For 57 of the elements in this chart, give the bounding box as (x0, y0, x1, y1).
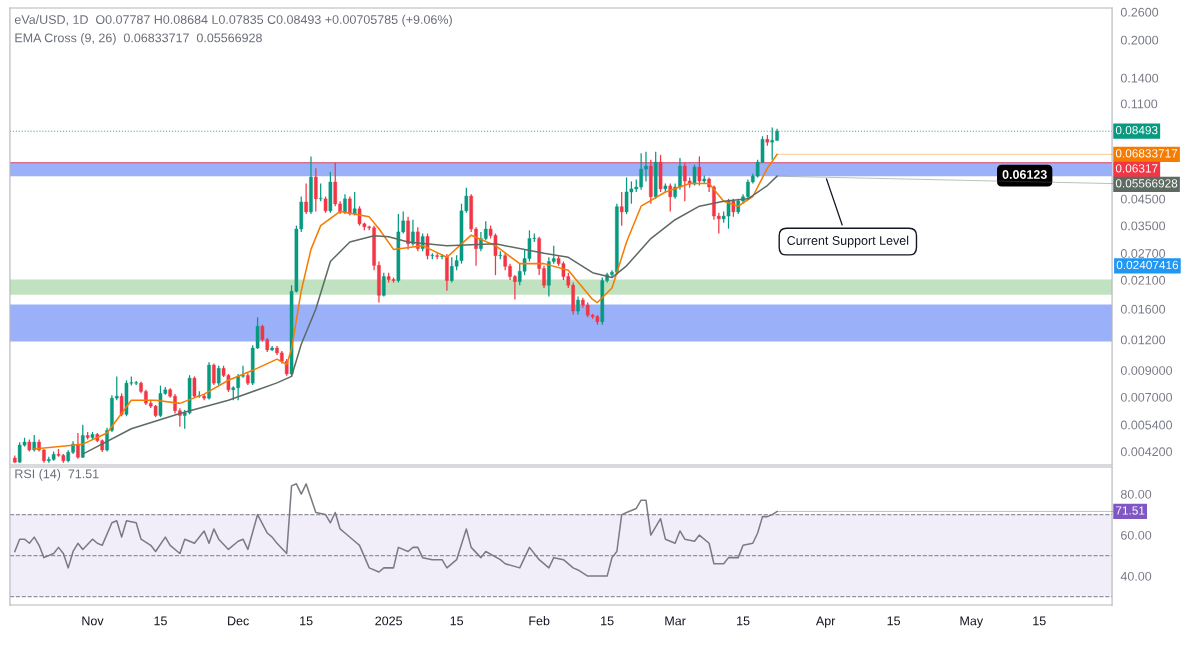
x-tick-label: Feb (529, 616, 550, 626)
text: eVa/USD, 1D O0.07787 H0.08684 L0.07835 C0.08493 +0.00705785 (+9.06%) (14, 14, 452, 27)
x-tick-label: Nov (82, 616, 104, 626)
candlestick (692, 164, 697, 187)
annotation: 0.06123 (1002, 170, 1047, 179)
x-tick-label: 15 (1033, 616, 1046, 626)
x-tick-label: 15 (737, 616, 750, 626)
candlestick (76, 432, 80, 460)
ref-line-label: 0.06317 (1115, 164, 1158, 173)
x-tick-label: 15 (601, 616, 614, 626)
text: EMA Cross (9, 26) 0.06833717 0.05566928 (15, 33, 262, 45)
y-tick-label: 0.005400 (1120, 420, 1173, 430)
text: 0.02407416 (1116, 260, 1179, 270)
y-tick-label: 0.01200 (1120, 335, 1166, 345)
candlestick (411, 219, 415, 247)
y-tick-label: 0.02100 (1120, 275, 1166, 285)
candlestick (216, 365, 221, 386)
candlestick (343, 193, 347, 215)
x-tick-label: May (960, 616, 984, 628)
y-tick-label: 0.1400 (1120, 73, 1159, 83)
candlestick (241, 365, 245, 379)
y-tick-label: 0.03500 (1120, 221, 1166, 231)
y-tick-label: 60.00 (1121, 530, 1152, 540)
candlestick (668, 182, 673, 213)
candlestick (619, 191, 624, 227)
candlestick (576, 295, 580, 316)
annotation: 71.51 (1115, 506, 1145, 515)
annotation: Current Support Level (787, 235, 909, 248)
x-tick-label: Apr (815, 616, 836, 628)
annotation: 0.06833717 (1115, 149, 1178, 158)
x-tick-label: 2025 (375, 616, 403, 626)
x-tick-label: 15 (300, 616, 313, 626)
x-tick-label: 15 (154, 616, 167, 626)
x-tick-label: 15 (887, 616, 901, 626)
x-tick-label: Mar (665, 616, 686, 626)
x-tick-label: Dec (228, 616, 249, 626)
y-tick-label: 0.2600 (1120, 7, 1159, 17)
candlestick (406, 216, 410, 251)
chart-title: RSI (14) 71.51 (15, 469, 99, 481)
y-tick-label: 40.00 (1120, 571, 1152, 581)
y-tick-label: 0.01600 (1120, 304, 1166, 314)
candlestick (348, 195, 352, 217)
annotation: 0.05566928 (1115, 179, 1178, 188)
y-tick-label: 0.009000 (1120, 366, 1173, 375)
y-tick-label: 0.2000 (1120, 35, 1159, 45)
y-tick-label: 0.004200 (1120, 447, 1173, 457)
y-tick-label: 0.007000 (1120, 392, 1173, 402)
x-tick-label: 15 (450, 616, 464, 626)
ref-line-label: 0.08493 (1115, 125, 1158, 135)
candlestick (119, 392, 124, 417)
y-tick-label: 0.02700 (1120, 249, 1166, 258)
y-tick-label: 0.04500 (1120, 194, 1166, 204)
candlestick (304, 182, 308, 215)
y-tick-label: 0.1100 (1120, 99, 1158, 109)
candlestick (314, 167, 318, 213)
y-tick-label: 80.00 (1120, 489, 1152, 499)
candlestick (212, 362, 216, 386)
